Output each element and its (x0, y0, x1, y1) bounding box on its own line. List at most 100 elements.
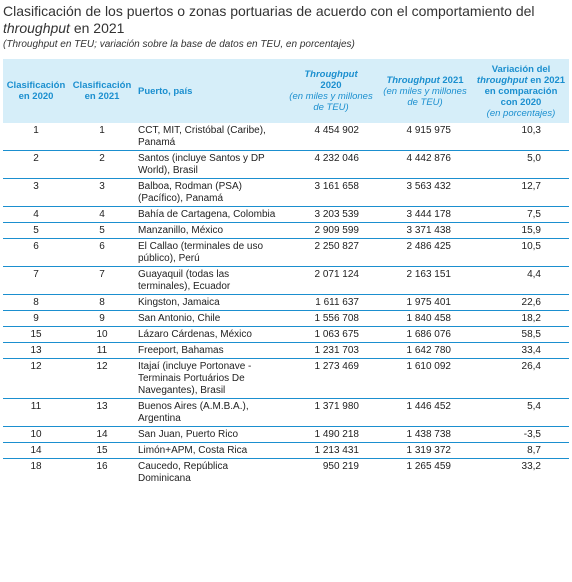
variation-cell: 4,4 (473, 266, 569, 295)
title-text-end: en 2021 (69, 20, 125, 36)
rank-2021-cell: 9 (69, 310, 135, 327)
throughput-2021-cell: 2 486 425 (377, 238, 473, 267)
rank-2021-cell: 3 (69, 178, 135, 207)
header-variation: Variación del throughput en 2021 en comp… (473, 59, 569, 123)
table-row: 18 16 Caucedo, República Dominicana 950 219… (3, 459, 569, 487)
variation-cell: 10,5 (473, 238, 569, 267)
ports-table: Clasificación en 2020 Clasificación en 2… (3, 59, 569, 486)
rank-2021-cell: 12 (69, 358, 135, 399)
header-throughput-2021: Throughput 2021 (en miles y millones de … (377, 59, 473, 123)
rank-2020-cell: 7 (3, 266, 69, 295)
port-cell: Buenos Aires (A.M.B.A.), Argentina (135, 398, 285, 427)
header-rank-2021: Clasificación en 2021 (69, 59, 135, 123)
throughput-2020-cell: 2 071 124 (285, 266, 377, 295)
port-cell: Guayaquil (todas las terminales), Ecuado… (135, 266, 285, 295)
rank-2020-cell: 8 (3, 294, 69, 311)
table-row: 7 7 Guayaquil (todas las terminales), Ecua… (3, 266, 569, 295)
variation-cell: 7,5 (473, 206, 569, 223)
rank-2021-cell: 10 (69, 326, 135, 343)
table-row: 15 10 Lázaro Cárdenas, México 1 063 675 1 68… (3, 326, 569, 343)
rank-2020-cell: 12 (3, 358, 69, 399)
header-rank-2020: Clasificación en 2020 (3, 59, 69, 123)
rank-2020-cell: 3 (3, 178, 69, 207)
port-cell: Itajaí (incluye Portonave - Terminais Po… (135, 358, 285, 399)
rank-2021-cell: 16 (96, 461, 108, 472)
port-cell: Bahía de Cartagena, Colombia (135, 206, 285, 223)
document: Clasificación de los puertos o zonas por… (3, 3, 569, 486)
rank-2021-cell: 5 (69, 222, 135, 239)
rank-2020-cell: 2 (3, 150, 69, 179)
header-row: Clasificación en 2020 Clasificación en 2… (3, 59, 569, 123)
rank-2021-cell: 6 (69, 238, 135, 267)
throughput-2020-cell: 4 232 046 (285, 150, 377, 179)
rank-2021-cell: 7 (69, 266, 135, 295)
table-row: 5 5 Manzanillo, México 2 909 599 3 371 438 15… (3, 222, 569, 239)
throughput-2020-cell: 950 219 (322, 461, 359, 472)
throughput-2021-cell: 1 975 401 (377, 294, 473, 311)
variation-cell: 15,9 (473, 222, 569, 239)
table-subtitle: (Throughput en TEU; variación sobre la b… (3, 39, 355, 50)
variation-cell: 8,7 (473, 442, 569, 459)
rank-2020-cell: 9 (3, 310, 69, 327)
variation-cell: 10,3 (473, 123, 569, 151)
port-cell: Manzanillo, México (135, 222, 285, 239)
table-title: Clasificación de los puertos o zonas por… (3, 3, 569, 37)
table-row: 14 15 Limón+APM, Costa Rica 1 213 431 1 319 … (3, 442, 569, 459)
variation-cell: 33,4 (473, 342, 569, 359)
variation-cell: 33,2 (521, 461, 541, 472)
throughput-2020-cell: 1 273 469 (285, 358, 377, 399)
rank-2020-cell: 15 (3, 326, 69, 343)
variation-cell: 5,4 (473, 398, 569, 427)
table-row: 11 13 Buenos Aires (A.M.B.A.), Argentina 1 … (3, 398, 569, 427)
header-variation-line2: en 2021 en comparación con 2020 (484, 74, 566, 108)
throughput-2020-cell: 1 490 218 (285, 426, 377, 443)
rank-2020-cell: 1 (3, 123, 69, 151)
throughput-2021-cell: 1 438 738 (377, 426, 473, 443)
rank-2021-cell: 13 (69, 398, 135, 427)
table-row: 1 1 CCT, MIT, Cristóbal (Caribe), Panamá 4 … (3, 123, 569, 151)
header-throughput-2020-year: 2020 (320, 80, 342, 91)
throughput-2021-cell: 1 642 780 (377, 342, 473, 359)
header-throughput-2020-unit: (en miles y millones de TEU) (289, 91, 373, 113)
variation-cell: 5,0 (473, 150, 569, 179)
throughput-2021-cell: 1 319 372 (377, 442, 473, 459)
table-row: 13 11 Freeport, Bahamas 1 231 703 1 642 780 3… (3, 342, 569, 359)
port-cell: San Juan, Puerto Rico (135, 426, 285, 443)
throughput-2020-cell: 4 454 902 (285, 123, 377, 151)
title-italic-word: throughput (3, 20, 70, 36)
throughput-2020-cell: 3 203 539 (285, 206, 377, 223)
port-cell: Freeport, Bahamas (135, 342, 285, 359)
header-throughput-2021-word: Throughput (386, 74, 440, 86)
rank-2021-cell: 14 (69, 426, 135, 443)
throughput-2021-cell: 4 915 975 (377, 123, 473, 151)
variation-cell: 18,2 (473, 310, 569, 327)
rank-2020-cell: 5 (3, 222, 69, 239)
rank-2020-cell: 10 (3, 426, 69, 443)
rank-2020-cell: 14 (3, 442, 69, 459)
table-row: 12 12 Itajaí (incluye Portonave - Terminai… (3, 358, 569, 399)
variation-cell: 12,7 (473, 178, 569, 207)
header-variation-line1: Variación del (491, 63, 551, 75)
throughput-2020-cell: 1 231 703 (285, 342, 377, 359)
table-row: 2 2 Santos (incluye Santos y DP World), Br… (3, 150, 569, 179)
header-throughput-2020: Throughput 2020 (en miles y millones de … (285, 59, 377, 123)
table-row: 3 3 Balboa, Rodman (PSA) (Pacífico), Panam… (3, 178, 569, 207)
throughput-2021-cell: 3 371 438 (377, 222, 473, 239)
throughput-2021-cell: 3 444 178 (377, 206, 473, 223)
rank-2021-cell: 8 (69, 294, 135, 311)
rank-2021-cell: 11 (69, 342, 135, 359)
table-row: 4 4 Bahía de Cartagena, Colombia 3 203 539 3… (3, 206, 569, 223)
port-cell: El Callao (terminales de uso público), P… (135, 238, 285, 267)
port-cell: Balboa, Rodman (PSA) (Pacífico), Panamá (135, 178, 285, 207)
table-row: 6 6 El Callao (terminales de uso público),… (3, 238, 569, 267)
header-throughput-2020-word: Throughput (304, 69, 358, 80)
throughput-2021-cell: 4 442 876 (377, 150, 473, 179)
header-throughput-2021-year: 2021 (439, 74, 464, 86)
throughput-2021-cell: 2 163 151 (377, 266, 473, 295)
header-variation-italic: throughput (476, 74, 528, 86)
rank-2021-cell: 4 (69, 206, 135, 223)
port-cell: Limón+APM, Costa Rica (135, 442, 285, 459)
throughput-2020-cell: 2 250 827 (285, 238, 377, 267)
throughput-2021-cell: 3 563 432 (377, 178, 473, 207)
rank-2020-cell: 13 (3, 342, 69, 359)
